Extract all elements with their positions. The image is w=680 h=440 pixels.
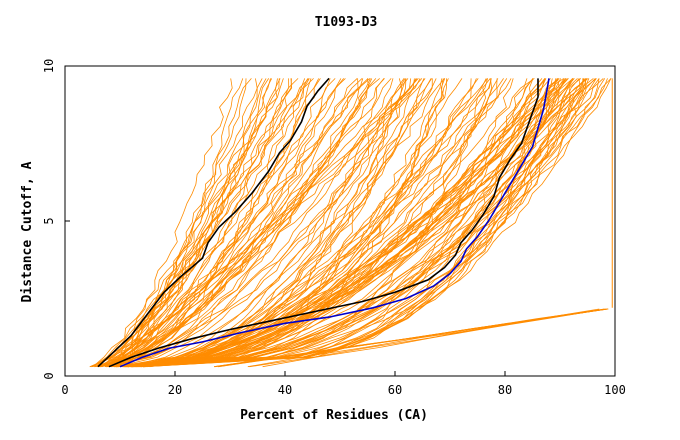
background-model-line [142, 78, 569, 368]
x-axis-label: Percent of Residues (CA) [240, 408, 428, 423]
background-model-line [136, 78, 498, 368]
background-model-line [125, 78, 445, 368]
background-model-line [149, 78, 546, 368]
background-model-line [111, 78, 492, 368]
background-model-line [116, 78, 407, 368]
background-model-line [127, 78, 596, 368]
y-axis-label: Distance Cutoff, A [20, 161, 35, 302]
background-model-line [249, 308, 605, 368]
background-model-line [98, 78, 364, 368]
background-model-line [132, 78, 407, 368]
background-model-line [92, 78, 345, 368]
x-tick-label: 40 [278, 383, 292, 397]
y-tick-label: 5 [42, 217, 56, 224]
background-model-line [124, 78, 574, 368]
background-model-line [128, 78, 587, 368]
background-model-line [137, 78, 412, 368]
x-axis-ticks: 0 20 40 60 80 100 [61, 371, 626, 397]
background-model-line [218, 308, 606, 368]
background-model-line [138, 78, 492, 368]
background-model-line [131, 78, 612, 368]
background-model-line [117, 78, 403, 368]
background-model-line [130, 78, 594, 368]
background-model-line [113, 78, 363, 368]
background-model-line [132, 78, 581, 368]
background-model-line [106, 78, 371, 368]
background-model-line [107, 78, 314, 368]
background-model-curves [89, 78, 613, 368]
background-model-line [112, 78, 373, 368]
background-model-line [106, 78, 306, 368]
background-model-line [106, 78, 320, 368]
x-tick-label: 60 [388, 383, 402, 397]
background-model-line [130, 78, 433, 368]
background-model-line [106, 78, 421, 368]
background-model-line [127, 78, 463, 368]
background-model-line [110, 78, 417, 368]
background-model-line [140, 78, 587, 368]
background-model-line [122, 78, 564, 368]
background-model-line [106, 78, 252, 367]
y-axis-ticks: 0 5 10 [42, 59, 70, 380]
y-tick-label: 0 [42, 372, 56, 379]
background-model-line [124, 78, 488, 368]
x-tick-label: 80 [498, 383, 512, 397]
background-model-line [104, 78, 271, 368]
background-model-line [144, 78, 568, 368]
background-model-line [116, 78, 267, 368]
background-model-line [146, 78, 534, 368]
highlighted-model-curves [97, 77, 550, 368]
highlighted-model-line [119, 78, 550, 368]
highlighted-model-line [108, 78, 539, 368]
background-model-line [133, 78, 585, 368]
background-model-line [95, 78, 284, 368]
background-model-line [142, 78, 597, 368]
background-model-line [107, 78, 371, 368]
background-model-line [145, 78, 612, 368]
highlighted-model-line [97, 77, 330, 368]
x-tick-label: 20 [168, 383, 182, 397]
background-model-line [130, 78, 600, 368]
background-model-line [125, 78, 606, 368]
background-model-line [101, 78, 312, 368]
background-model-line [98, 78, 377, 368]
background-model-line [100, 78, 392, 368]
background-model-line [101, 78, 309, 367]
background-model-line [92, 78, 418, 368]
background-model-line [133, 78, 559, 368]
x-tick-label: 100 [604, 383, 626, 397]
background-model-line [89, 78, 247, 368]
background-model-line [138, 78, 406, 368]
y-tick-label: 10 [42, 59, 56, 73]
background-model-line [134, 78, 608, 368]
background-model-line [143, 78, 586, 368]
background-model-line [139, 78, 514, 368]
background-model-line [97, 78, 336, 368]
background-model-line [138, 78, 499, 368]
background-model-line [100, 78, 380, 368]
chart-title: T1093-D3 [315, 15, 378, 30]
background-model-line [127, 78, 437, 368]
background-model-line [136, 78, 597, 368]
x-tick-label: 0 [61, 383, 68, 397]
background-model-line [141, 78, 567, 368]
background-model-line [95, 78, 233, 368]
